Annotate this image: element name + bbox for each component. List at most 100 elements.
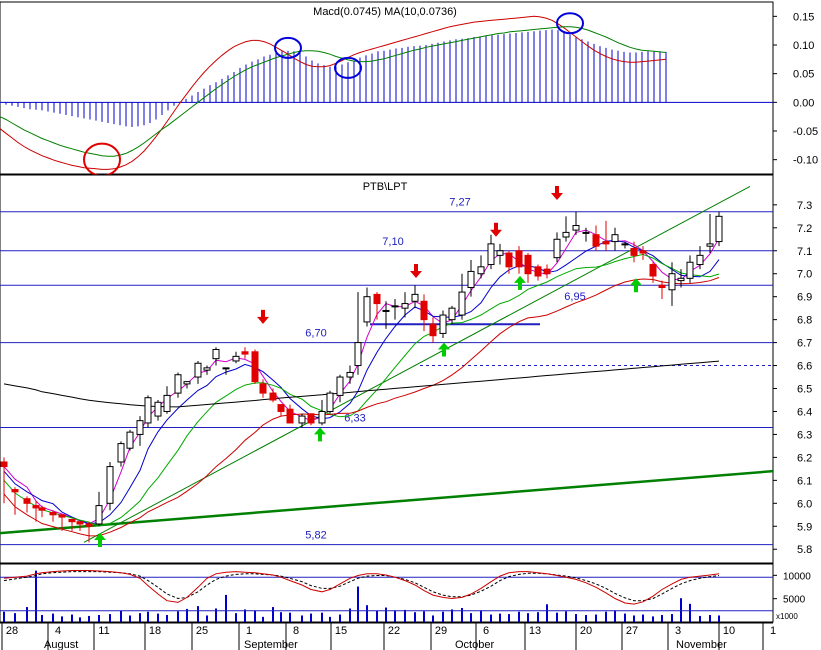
candle-body [582, 231, 590, 234]
macd-line [0, 26, 667, 157]
x-axis-day-label: 22 [388, 625, 400, 637]
price-y-tick-label: 7.3 [797, 200, 812, 212]
stochastic-content [0, 570, 773, 622]
candle-body [458, 291, 466, 316]
candle-body [639, 250, 647, 254]
macd-legend: Macd(0.0745) MA(10,0.0736) [313, 6, 457, 18]
price-level-label: 7,10 [382, 236, 403, 248]
macd-highlight-circle [274, 36, 302, 59]
candle-body [448, 307, 456, 321]
macd-y-tick-label: 0.10 [793, 40, 814, 52]
macd-y-axis: 0.15 0.10 0.05 0.00 -0.05 -0.10 [773, 11, 818, 167]
buy-arrow [630, 278, 642, 293]
candle-body [354, 342, 362, 367]
macd-frame [0, 1, 774, 175]
candle-body [286, 408, 294, 424]
volume-unit: x1000 [776, 612, 798, 621]
buy-arrow [438, 342, 450, 357]
candle-body [515, 250, 523, 268]
price-panel: 7,27 7,10 6,95 6,70 6,33 5,82 7.3 7.2 7.1 7.0 6.9… [0, 174, 812, 564]
candle-body [38, 507, 46, 511]
candle-body [126, 431, 134, 449]
candle-body [592, 234, 600, 247]
candle-body [477, 266, 485, 275]
candle-body [222, 367, 230, 370]
candle-body [439, 314, 447, 334]
candle-body [85, 523, 93, 527]
macd-y-tick-label: 0.00 [793, 97, 814, 109]
candle-body [163, 394, 171, 412]
macd-highlight-circle [556, 12, 584, 35]
price-y-axis: 7.3 7.2 7.1 7.0 6.9 6.8 6.7 6.6 6.5 6.4 6.3 6.2 6.1 6… [773, 200, 812, 556]
price-y-tick-label: 7.0 [797, 269, 812, 281]
candle-body [307, 413, 315, 424]
ma-very-long-line [3, 360, 720, 408]
candle-body [658, 284, 666, 288]
candle-body [715, 215, 723, 243]
candle-body [203, 367, 211, 371]
candle-body [496, 250, 504, 256]
candle-body [49, 511, 57, 516]
price-level-label: 7,27 [449, 197, 470, 209]
x-axis-day-label: 3 [675, 625, 681, 637]
candle-body [401, 303, 409, 309]
macd-histogram [0, 29, 773, 127]
candle-body [382, 309, 390, 312]
sell-arrow [257, 309, 269, 324]
price-y-tick-label: 6.6 [797, 361, 812, 373]
candle-body [68, 518, 76, 523]
x-axis-day-label: 8 [293, 625, 299, 637]
candle-body [562, 231, 570, 238]
signal-arrows [94, 185, 642, 548]
candle-body [706, 243, 714, 247]
candle-body [630, 247, 638, 256]
candle-body [621, 243, 629, 246]
macd-y-tick-label: -0.05 [793, 126, 818, 138]
candle-body [318, 410, 326, 424]
x-axis-day-label: 11 [98, 625, 109, 637]
price-level-label: 6,95 [564, 291, 585, 303]
x-axis-day-label: 20 [580, 625, 592, 637]
price-y-tick-label: 6.8 [797, 315, 812, 327]
sell-arrow [490, 222, 502, 237]
candle-body [32, 505, 40, 509]
price-y-tick-label: 6.1 [797, 475, 812, 487]
candle-body [154, 401, 162, 417]
candle-body [524, 254, 532, 275]
ma-mid-line [3, 239, 720, 525]
ma-short-line [3, 229, 720, 525]
candle-body [212, 348, 220, 360]
candle-body [429, 323, 437, 337]
x-axis-day-label: 4 [55, 625, 61, 637]
x-axis-day-label: 6 [483, 625, 489, 637]
candle-body [269, 392, 277, 401]
volume-y-tick-label: 5000 [783, 595, 806, 606]
candle-body [696, 254, 704, 266]
x-axis-day-label: 18 [149, 625, 161, 637]
ma-long-line [3, 253, 720, 527]
x-axis-day-label: 1 [246, 625, 252, 637]
price-y-tick-label: 6.4 [797, 406, 812, 418]
candle-body [391, 305, 399, 308]
x-axis-day-label: 10 [723, 625, 735, 637]
macd-panel: 0.15 0.10 0.05 0.00 -0.05 -0.10 Macd(0.0745) … [0, 1, 818, 177]
price-y-tick-label: 6.7 [797, 338, 812, 350]
price-y-tick-label: 6.9 [797, 292, 812, 304]
candle-body [686, 261, 694, 279]
volume-y-axis: 10000 5000 [773, 571, 811, 606]
x-axis-day-label: 27 [626, 625, 638, 637]
x-axis-day-label: 25 [196, 625, 208, 637]
buy-arrow [514, 275, 526, 290]
candle-body [251, 351, 259, 383]
candle-body [23, 498, 31, 504]
candle-body [487, 243, 495, 266]
candle-body [336, 376, 344, 396]
chart-title: PTB\LPT [363, 181, 408, 193]
candle-body [58, 514, 66, 518]
price-frame [0, 174, 774, 564]
candle-body [183, 381, 191, 385]
ma-slow-line [3, 277, 720, 537]
price-y-tick-label: 6.2 [797, 452, 812, 464]
